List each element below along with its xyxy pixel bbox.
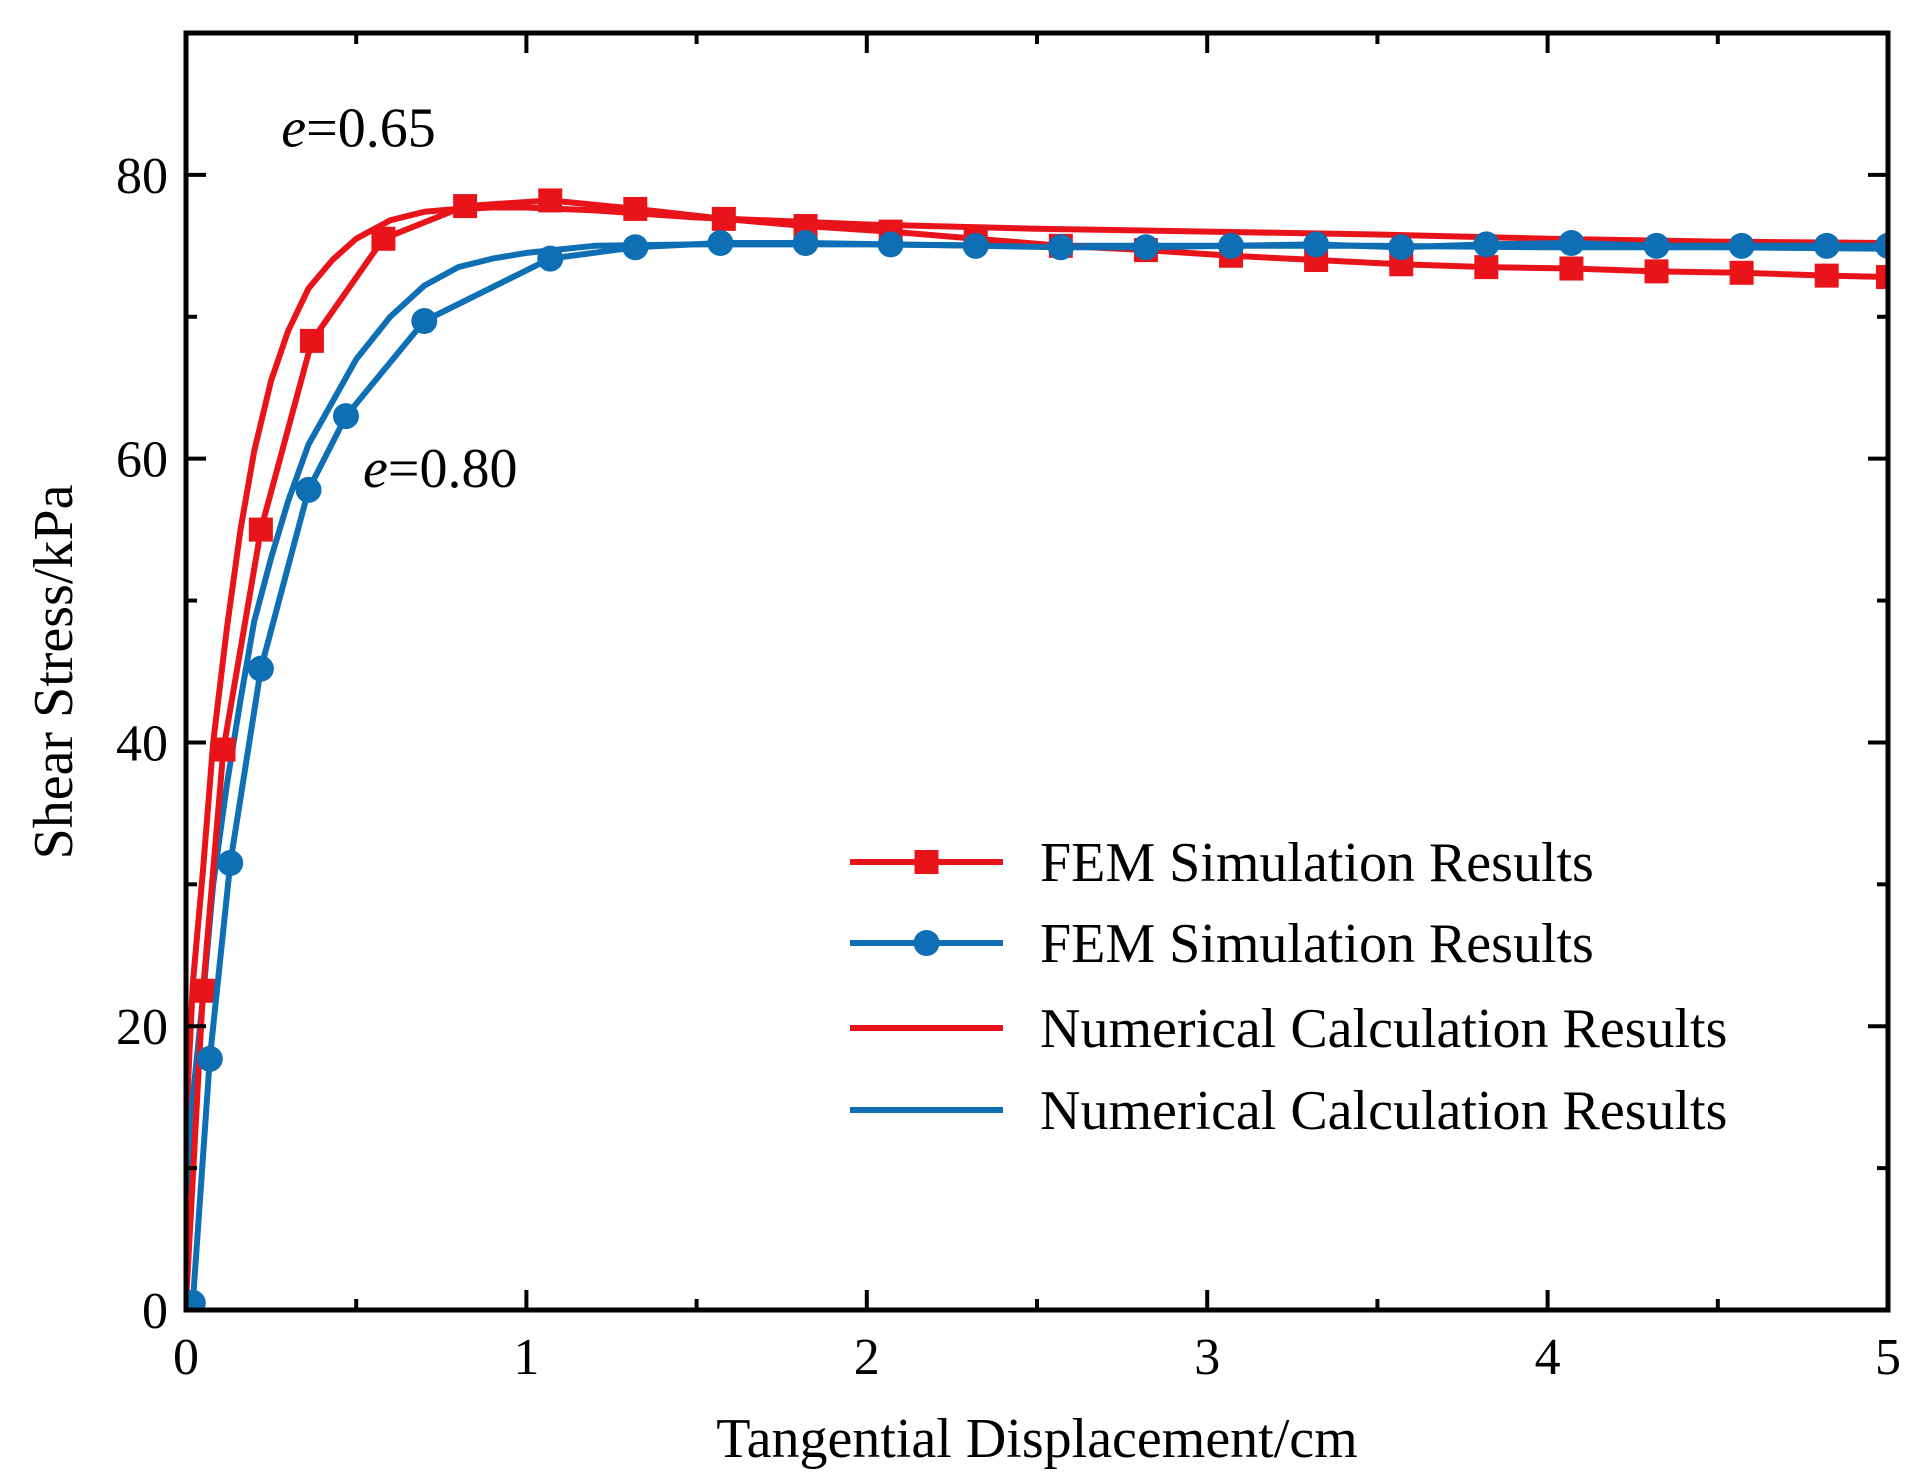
data-point-circle xyxy=(1728,232,1755,259)
data-point-circle xyxy=(295,476,322,503)
x-tick-label: 0 xyxy=(173,1329,199,1386)
data-point-square xyxy=(299,328,324,353)
series-line-2 xyxy=(186,204,1888,1126)
data-point-square xyxy=(1644,259,1669,284)
data-point-square xyxy=(914,850,939,874)
data-point-square xyxy=(371,226,396,251)
annotation-value: =0.80 xyxy=(388,438,518,500)
annotation-value: =0.65 xyxy=(306,98,436,160)
data-point-circle xyxy=(1643,232,1670,259)
y-axis-title: Shear Stress/kPa xyxy=(23,484,85,859)
y-tick-label: 20 xyxy=(116,999,168,1056)
data-point-square xyxy=(248,517,273,542)
x-axis-title: Tangential Displacement/cm xyxy=(716,1408,1357,1470)
y-tick-label: 80 xyxy=(116,148,168,205)
data-point-circle xyxy=(332,403,359,430)
x-tick-label: 2 xyxy=(854,1329,880,1386)
data-point-circle xyxy=(962,232,989,259)
series-layer xyxy=(186,188,1888,1310)
annotation-symbol: e xyxy=(281,98,306,160)
data-point-circle xyxy=(1558,229,1585,256)
data-point-square xyxy=(453,194,478,219)
series-line-0 xyxy=(186,197,1888,1304)
tick-labels-layer: 0 1 2 3 4 5 0 20 40 60 80 xyxy=(116,148,1901,1386)
data-point-circle xyxy=(792,229,819,256)
y-tick-label: 60 xyxy=(116,432,168,489)
data-point-square xyxy=(1876,265,1888,290)
x-tick-label: 1 xyxy=(513,1329,539,1386)
data-point-circle xyxy=(1047,234,1074,261)
data-point-circle xyxy=(913,930,940,956)
y-tick-label: 40 xyxy=(116,715,168,772)
data-point-square xyxy=(538,188,563,213)
x-tick-label: 5 xyxy=(1875,1329,1901,1386)
legend-label-2: Numerical Calculation Results xyxy=(1040,998,1727,1060)
data-point-circle xyxy=(1875,232,1888,259)
annotation-void-ratio-1: e=0.80 xyxy=(363,438,517,500)
data-point-circle xyxy=(411,308,438,335)
data-point-square xyxy=(211,737,236,762)
data-point-square xyxy=(1559,256,1584,281)
data-point-circle xyxy=(217,850,244,877)
data-point-square xyxy=(1474,255,1499,280)
y-tick-label: 0 xyxy=(142,1283,168,1340)
annotation-symbol: e xyxy=(363,438,388,500)
series-group xyxy=(186,188,1888,1310)
data-point-circle xyxy=(1473,231,1500,258)
data-point-circle xyxy=(877,231,904,258)
data-point-square xyxy=(623,196,648,221)
data-point-square xyxy=(1729,260,1754,285)
data-point-circle xyxy=(622,234,649,261)
annotations-layer: e=0.65e=0.80 xyxy=(281,98,517,501)
data-point-square xyxy=(711,206,736,231)
x-tick-label: 4 xyxy=(1535,1329,1561,1386)
data-point-circle xyxy=(1813,232,1840,259)
legend-label-1: FEM Simulation Results xyxy=(1040,913,1594,975)
data-point-circle xyxy=(247,655,274,682)
data-point-circle xyxy=(196,1045,223,1072)
data-point-circle xyxy=(1218,232,1245,259)
data-point-circle xyxy=(186,1289,206,1310)
data-point-circle xyxy=(1388,234,1415,261)
x-tick-label: 3 xyxy=(1194,1329,1220,1386)
ticks-layer xyxy=(184,33,1890,1312)
legend-label-0: FEM Simulation Results xyxy=(1040,832,1594,894)
legend-label-3: Numerical Calculation Results xyxy=(1040,1080,1727,1142)
data-point-circle xyxy=(1132,234,1159,261)
data-point-square xyxy=(1814,263,1839,288)
data-point-circle xyxy=(1303,231,1330,258)
series-line-1 xyxy=(189,240,1888,1304)
annotation-void-ratio-0: e=0.65 xyxy=(281,98,435,160)
data-point-square xyxy=(191,978,216,1003)
data-point-circle xyxy=(537,245,564,272)
legend: FEM Simulation Results FEM Simulation Res… xyxy=(850,832,1727,1142)
data-point-circle xyxy=(707,229,734,256)
